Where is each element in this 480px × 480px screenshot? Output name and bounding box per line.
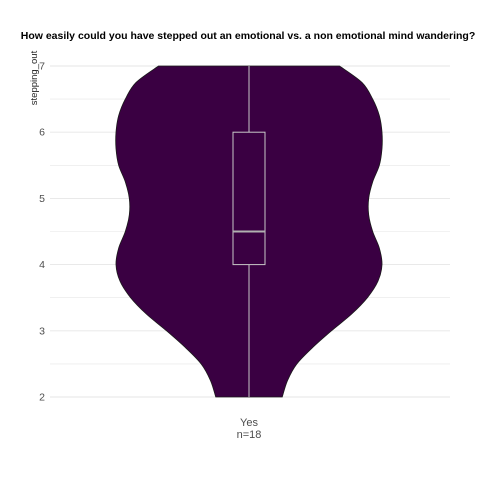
y-tick-label: 2 bbox=[39, 392, 45, 404]
y-tick-labels: 2 3 4 5 6 7 bbox=[39, 61, 45, 404]
y-tick-label: 4 bbox=[39, 259, 45, 271]
x-tick-label: Yes bbox=[240, 417, 258, 429]
x-tick-sublabel: n=18 bbox=[237, 429, 262, 441]
y-tick-label: 3 bbox=[39, 325, 45, 337]
chart-title: How easily could you have stepped out an… bbox=[21, 30, 475, 42]
y-tick-label: 5 bbox=[39, 193, 45, 205]
y-tick-label: 7 bbox=[39, 61, 45, 73]
iqr-box bbox=[232, 131, 266, 266]
boxplot-group bbox=[232, 66, 266, 397]
y-axis-label: stepping_out bbox=[29, 50, 40, 105]
y-tick-label: 6 bbox=[39, 127, 45, 139]
